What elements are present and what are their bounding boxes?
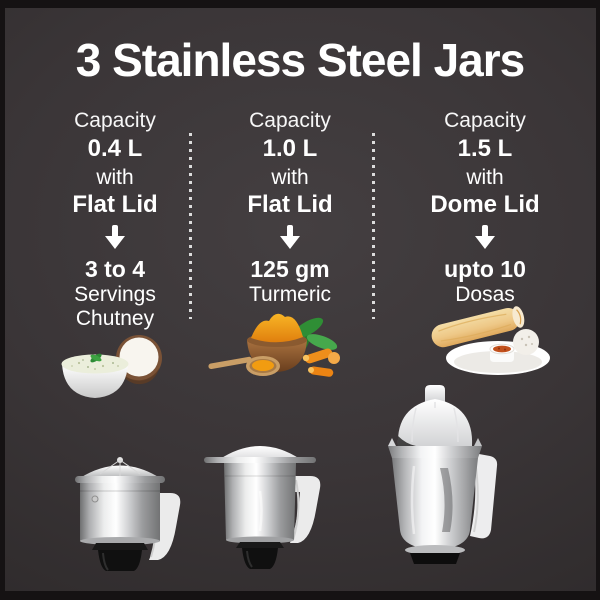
jar-dome-lid	[397, 385, 473, 446]
jar-black-base	[410, 553, 460, 564]
rolled-dosa	[431, 306, 525, 348]
chutney-cup	[489, 343, 515, 362]
mint-leaf	[90, 353, 102, 363]
capacity-value: 1.0 L	[262, 135, 318, 162]
large-jar-image	[368, 382, 503, 572]
lid-type-label: Flat Lid	[72, 191, 158, 218]
medium-jar-image	[198, 436, 323, 576]
jar-rim	[388, 438, 482, 458]
wooden-spoon	[208, 356, 280, 376]
lid-type-label: Flat Lid	[247, 191, 333, 218]
capacity-value: 1.5 L	[457, 135, 513, 162]
dotted-separator-2	[372, 133, 375, 319]
jar-body	[224, 463, 296, 544]
capacity-label: Capacity	[74, 109, 156, 132]
dotted-separator-1	[189, 133, 192, 319]
down-arrow-icon	[103, 225, 127, 251]
result-text: Turmeric	[248, 283, 332, 306]
idli-bowl	[513, 329, 539, 355]
column-jar-small: Capacity 0.4 L with Flat Lid 3 to 4 Serv…	[25, 108, 205, 331]
result-quantity: 125 gm	[250, 256, 330, 282]
page-title: 3 Stainless Steel Jars	[75, 34, 526, 86]
down-arrow-icon	[473, 225, 497, 251]
jar-flat-lid	[75, 457, 165, 483]
result-text: Dosas	[455, 283, 515, 306]
with-label: with	[271, 166, 309, 189]
column-jar-medium: Capacity 1.0 L with Flat Lid 125 gm Turm…	[200, 108, 380, 307]
capacity-value: 0.4 L	[87, 135, 143, 162]
jar-handle	[290, 476, 321, 543]
result-text: Chutney	[75, 307, 155, 330]
result-text: Servings	[74, 283, 156, 306]
coconut-half	[116, 335, 162, 385]
capacity-label: Capacity	[444, 109, 526, 132]
dosa-plate-image	[426, 304, 556, 384]
jar-body	[80, 483, 160, 545]
down-arrow-icon	[278, 225, 302, 251]
lid-type-label: Dome Lid	[430, 191, 540, 218]
small-jar-image	[50, 447, 190, 577]
jar-flat-lid	[204, 446, 316, 463]
column-jar-large: Capacity 1.5 L with Dome Lid upto 10 Dos…	[395, 108, 575, 307]
jar-body	[392, 458, 478, 555]
with-label: with	[466, 166, 504, 189]
coconut-chutney-image	[55, 320, 170, 405]
jar-black-base	[92, 543, 148, 571]
turmeric-bowl-image	[206, 306, 356, 396]
result-quantity: upto 10	[444, 256, 526, 282]
capacity-label: Capacity	[249, 109, 331, 132]
with-label: with	[96, 166, 134, 189]
turmeric-roots	[302, 348, 340, 377]
result-quantity: 3 to 4	[84, 256, 146, 282]
chutney-bowl	[61, 354, 129, 398]
jar-black-base	[236, 542, 284, 569]
